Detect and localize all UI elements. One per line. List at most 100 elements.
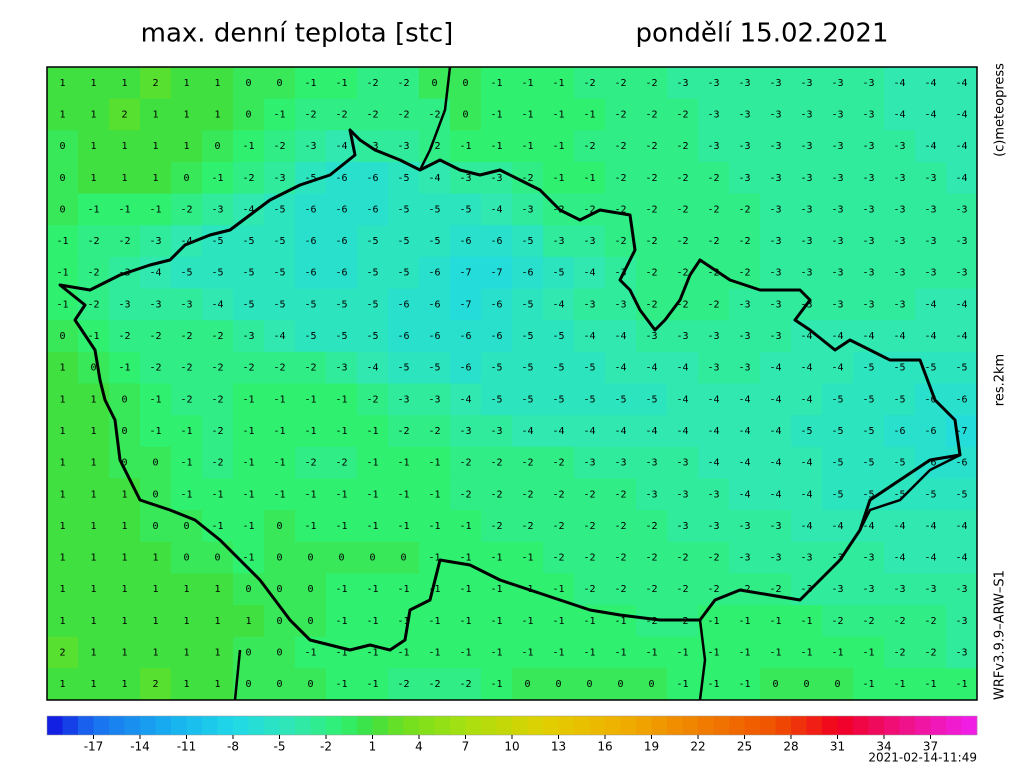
field-value: -2 [583,204,595,215]
field-value: -1 [490,109,502,120]
colorbar-segment [651,716,668,735]
field-value: 0 [245,78,251,89]
field-cell [698,67,730,100]
field-cell [450,288,482,321]
field-cell [109,351,141,384]
field-value: -1 [242,141,254,152]
field-cell [357,130,389,163]
colorbar-segment [248,716,265,735]
field-value: 1 [59,616,65,627]
field-cell [543,320,575,353]
field-value: -1 [56,236,68,247]
field-value: -3 [738,141,750,152]
field-cell [140,193,172,226]
field-value: -4 [800,363,812,374]
field-value: -2 [614,109,626,120]
field-value: -5 [273,268,285,279]
field-value: -1 [490,616,502,627]
field-cell [853,510,885,543]
field-value: -1 [304,489,316,500]
field-value: -1 [335,616,347,627]
field-value: -3 [490,426,502,437]
colorbar-segment [326,716,342,735]
field-value: -1 [552,173,564,184]
field-value: -2 [552,489,564,500]
field-cell [326,225,358,258]
field-value: -3 [769,521,781,532]
field-value: -1 [738,648,750,659]
field-cell [326,668,358,701]
colorbar-tick-label: -17 [84,740,104,754]
field-value: -2 [614,521,626,532]
field-cell [357,225,389,258]
field-cell [884,67,916,100]
field-value: 0 [152,458,158,469]
field-value: -1 [955,679,967,690]
field-cell [450,510,482,543]
field-value: -4 [924,141,936,152]
field-value: -6 [335,268,347,279]
field-value: -1 [273,489,285,500]
field-value: -2 [645,236,657,247]
field-cell [822,67,854,100]
field-value: -3 [831,268,843,279]
field-cell [78,98,110,131]
field-cell [481,478,513,511]
field-value: -1 [738,679,750,690]
field-cell [78,668,110,701]
field-value: -1 [304,78,316,89]
field-value: -4 [893,78,905,89]
field-value: 1 [183,78,189,89]
field-cell [419,478,451,511]
field-cell [450,351,482,384]
field-value: 0 [59,141,65,152]
field-cell [326,541,358,574]
field-value: -5 [211,268,223,279]
colorbar-segment [791,716,807,735]
field-cell [326,605,358,638]
field-value: -3 [831,109,843,120]
field-value: -2 [614,236,626,247]
colorbar-segment [744,716,761,735]
field-cell [543,541,575,574]
field-cell [636,193,668,226]
field-cell [264,446,296,479]
field-cell [791,668,823,701]
field-value: 0 [152,521,158,532]
field-value: -4 [769,363,781,374]
colorbar-tick-label: -2 [320,740,332,754]
colorbar-segment [233,716,249,735]
field-cell [760,605,792,638]
field-value: -4 [800,331,812,342]
field-value: -5 [211,236,223,247]
field-cell [853,605,885,638]
field-value: -3 [831,204,843,215]
field-value: 2 [152,679,158,690]
colorbar-segment [806,716,823,735]
field-value: 1 [90,521,96,532]
colorbar-segment [558,716,575,735]
field-cell [357,636,389,669]
field-cell [574,541,606,574]
field-cell [760,320,792,353]
field-cell [357,193,389,226]
field-value: -4 [676,363,688,374]
colorbar-segment [915,716,931,735]
field-cell [636,668,668,701]
field-value: 1 [59,584,65,595]
field-cell [574,130,606,163]
field-value: 0 [121,458,127,469]
field-cell [140,446,172,479]
field-value: -2 [862,616,874,627]
field-cell [760,161,792,195]
field-value: 1 [152,616,158,627]
field-value: -3 [769,299,781,310]
field-cell [140,98,172,131]
field-cell [171,668,203,701]
field-cell [760,383,792,416]
field-value: -5 [428,363,440,374]
field-cell [202,161,234,195]
field-value: -2 [738,236,750,247]
field-cell [822,510,854,543]
field-cell [419,193,451,226]
